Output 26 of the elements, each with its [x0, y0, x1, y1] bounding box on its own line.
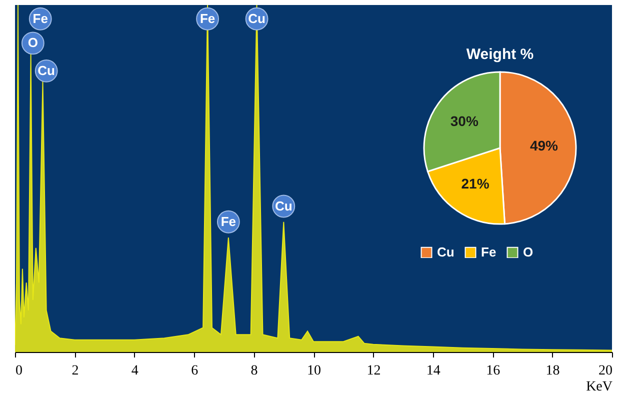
x-axis-title: KeV: [586, 380, 612, 394]
annotation: Fe: [200, 10, 216, 26]
x-tick-label: 2: [72, 364, 79, 378]
x-tick-label: 20: [598, 364, 612, 378]
annotation: Fe: [32, 10, 48, 26]
data-label: 49%: [530, 138, 559, 154]
legend-label: Cu: [437, 244, 454, 260]
data-label: 21%: [461, 175, 490, 192]
chart-title: Weight %: [466, 46, 534, 63]
x-tick-label: 16: [486, 364, 500, 378]
legend-label: O: [523, 244, 534, 260]
data-label: 30%: [450, 113, 479, 130]
x-tick-label: 8: [250, 364, 258, 378]
x-tick-label: 0: [16, 364, 22, 378]
legend-label: Fe: [481, 244, 496, 260]
annotation: Fe: [220, 214, 236, 229]
x-tick-label: 10: [307, 364, 321, 378]
x-tick-label: 4: [131, 364, 138, 378]
annotation: Cu: [38, 62, 56, 78]
x-tick-label: 6: [191, 364, 198, 378]
x-tick-label: 12: [366, 364, 381, 378]
x-tick-label: 14: [426, 364, 440, 378]
annotation: Cu: [248, 10, 266, 26]
annotation: O: [28, 35, 38, 50]
annotation: Cu: [274, 198, 292, 214]
x-tick-label: 18: [546, 364, 560, 378]
